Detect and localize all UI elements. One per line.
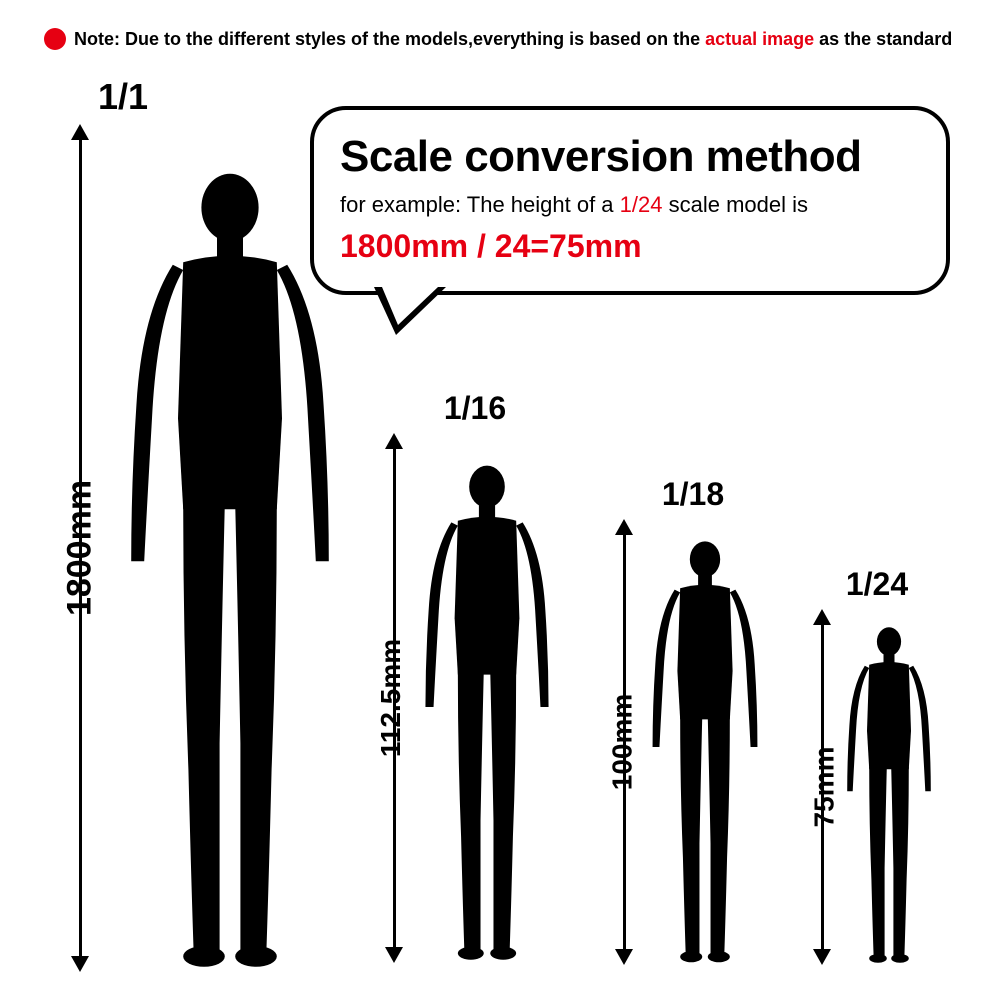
- arrow-down-icon: [385, 947, 403, 963]
- height-arrow: 1800mm: [68, 124, 92, 972]
- bubble-tail-icon: [374, 287, 446, 335]
- scale-label: 1/24: [846, 566, 908, 603]
- scale-label: 1/18: [662, 476, 724, 513]
- note-prefix: Note: Due to the different styles of the…: [74, 29, 705, 49]
- bubble-sub-prefix: for example: The height of a: [340, 192, 620, 217]
- info-bubble: Scale conversion method for example: The…: [310, 106, 950, 295]
- scale-label: 1/16: [444, 390, 506, 427]
- person-silhouette-icon: [100, 124, 360, 972]
- arrow-down-icon: [71, 956, 89, 972]
- bubble-sub-suffix: scale model is: [662, 192, 808, 217]
- height-label: 1800mm: [61, 480, 100, 616]
- arrow-down-icon: [813, 949, 831, 965]
- figure-body: 75mm: [810, 609, 944, 965]
- height-label: 100mm: [606, 694, 638, 791]
- figure-1-16: 1/16 112.5mm: [382, 390, 568, 963]
- person-silhouette-icon: [834, 609, 944, 965]
- bubble-sub-highlight: 1/24: [620, 192, 663, 217]
- figure-1-18: 1/18 100mm: [612, 476, 774, 965]
- figure-body: 100mm: [612, 519, 774, 965]
- height-label: 75mm: [808, 747, 840, 828]
- arrow-up-icon: [813, 609, 831, 625]
- figure-body: 112.5mm: [382, 433, 568, 963]
- note-highlight: actual image: [705, 29, 814, 49]
- bubble-formula: 1800mm / 24=75mm: [340, 228, 920, 265]
- height-arrow: 100mm: [612, 519, 636, 965]
- scale-label: 1/1: [98, 76, 148, 118]
- figure-1-1: 1/1 1800mm: [68, 76, 360, 972]
- figure-body: 1800mm: [68, 124, 360, 972]
- height-arrow: 75mm: [810, 609, 834, 965]
- bubble-subtitle: for example: The height of a 1/24 scale …: [340, 192, 920, 218]
- height-label: 112.5mm: [375, 639, 407, 757]
- note-text: Note: Due to the different styles of the…: [74, 29, 952, 50]
- note-row: Note: Due to the different styles of the…: [44, 28, 952, 50]
- note-suffix: as the standard: [814, 29, 952, 49]
- height-arrow: 112.5mm: [382, 433, 406, 963]
- person-silhouette-icon: [406, 433, 568, 963]
- person-silhouette-icon: [636, 519, 774, 965]
- bubble-title: Scale conversion method: [340, 132, 920, 182]
- arrow-up-icon: [615, 519, 633, 535]
- figure-1-24: 1/24 75mm: [810, 566, 944, 965]
- arrow-up-icon: [71, 124, 89, 140]
- arrow-down-icon: [615, 949, 633, 965]
- bullet-icon: [44, 28, 66, 50]
- arrow-up-icon: [385, 433, 403, 449]
